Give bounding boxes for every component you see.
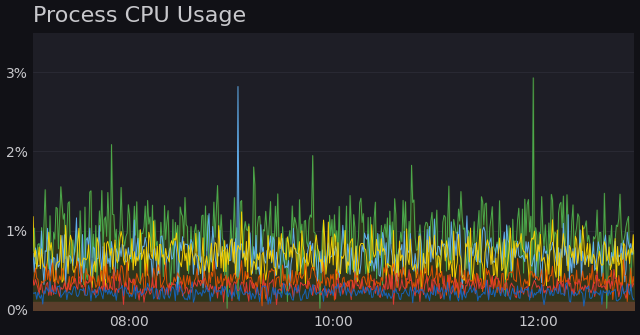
Text: Process CPU Usage: Process CPU Usage <box>33 6 246 25</box>
